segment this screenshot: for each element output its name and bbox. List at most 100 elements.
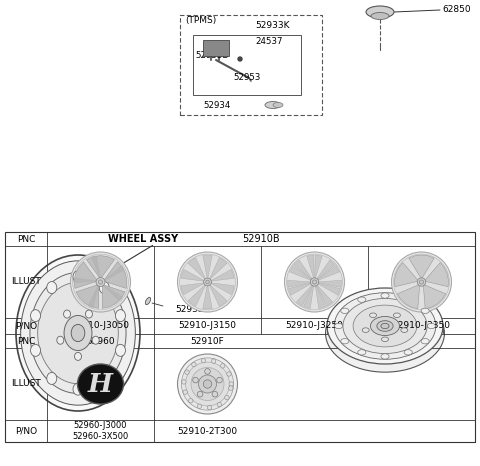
Ellipse shape: [327, 288, 443, 364]
Ellipse shape: [382, 337, 388, 342]
Ellipse shape: [30, 273, 126, 393]
Polygon shape: [211, 269, 234, 281]
Ellipse shape: [362, 328, 369, 332]
Polygon shape: [397, 285, 420, 309]
Circle shape: [417, 278, 426, 286]
Circle shape: [189, 398, 193, 403]
Circle shape: [238, 57, 242, 61]
Polygon shape: [102, 285, 125, 308]
Ellipse shape: [77, 364, 123, 404]
Polygon shape: [209, 258, 227, 279]
Polygon shape: [203, 255, 212, 278]
Text: 52910-J3350: 52910-J3350: [393, 322, 451, 330]
Circle shape: [178, 354, 238, 414]
Circle shape: [204, 278, 211, 286]
Ellipse shape: [343, 298, 427, 354]
Polygon shape: [425, 262, 448, 287]
Ellipse shape: [145, 297, 151, 305]
Text: 62850: 62850: [442, 6, 470, 14]
Ellipse shape: [31, 309, 40, 322]
Polygon shape: [317, 285, 333, 306]
Polygon shape: [203, 286, 212, 309]
Ellipse shape: [371, 13, 389, 20]
Circle shape: [394, 254, 449, 310]
Ellipse shape: [71, 324, 85, 342]
Circle shape: [287, 254, 342, 310]
Ellipse shape: [265, 102, 281, 109]
Ellipse shape: [73, 271, 83, 283]
Text: (TPMS): (TPMS): [185, 16, 216, 26]
Text: 52910-J3050: 52910-J3050: [72, 322, 130, 330]
Ellipse shape: [85, 310, 93, 318]
Ellipse shape: [106, 278, 115, 284]
Circle shape: [201, 358, 205, 363]
Polygon shape: [86, 255, 115, 278]
Text: 24537: 24537: [255, 36, 283, 46]
Ellipse shape: [404, 297, 412, 302]
Circle shape: [185, 370, 189, 374]
Ellipse shape: [73, 383, 83, 395]
Bar: [5, 232, 475, 442]
Circle shape: [199, 375, 216, 393]
Ellipse shape: [99, 372, 109, 384]
Circle shape: [216, 377, 222, 383]
Polygon shape: [89, 286, 98, 307]
Ellipse shape: [334, 293, 436, 359]
Text: 52910-2T300: 52910-2T300: [178, 426, 238, 436]
Ellipse shape: [381, 293, 389, 298]
Ellipse shape: [427, 323, 435, 329]
Polygon shape: [318, 283, 341, 295]
Circle shape: [206, 280, 209, 284]
Bar: [203, 40, 229, 56]
Circle shape: [181, 358, 234, 410]
Polygon shape: [105, 266, 124, 280]
Circle shape: [204, 369, 210, 374]
Text: 52953: 52953: [233, 73, 260, 82]
Ellipse shape: [381, 354, 389, 359]
Text: 52960: 52960: [86, 336, 115, 345]
Circle shape: [211, 359, 216, 363]
Circle shape: [72, 254, 129, 310]
Text: 52910-J3250: 52910-J3250: [286, 322, 343, 330]
Ellipse shape: [16, 255, 140, 411]
Circle shape: [71, 252, 131, 312]
Ellipse shape: [394, 313, 400, 317]
Ellipse shape: [38, 282, 118, 384]
Polygon shape: [303, 286, 313, 308]
Text: 52960-J3000
52960-3X500: 52960-J3000 52960-3X500: [72, 421, 129, 441]
Ellipse shape: [116, 344, 125, 356]
Ellipse shape: [21, 261, 135, 405]
Circle shape: [207, 405, 212, 410]
Ellipse shape: [47, 281, 57, 294]
Ellipse shape: [381, 323, 389, 329]
Text: WHEEL ASSY: WHEEL ASSY: [108, 234, 178, 244]
Circle shape: [183, 390, 187, 394]
Polygon shape: [317, 260, 335, 279]
Polygon shape: [319, 280, 341, 288]
Polygon shape: [188, 258, 205, 279]
Polygon shape: [288, 283, 311, 295]
Polygon shape: [74, 278, 96, 282]
Polygon shape: [423, 285, 446, 309]
Text: ILLUST: ILLUST: [11, 277, 41, 287]
Circle shape: [312, 280, 317, 284]
Circle shape: [186, 362, 229, 406]
Bar: [180, 15, 322, 115]
Circle shape: [227, 372, 231, 376]
Circle shape: [285, 252, 345, 312]
Text: 52933: 52933: [175, 304, 204, 314]
Polygon shape: [289, 266, 311, 280]
Text: P/NO: P/NO: [15, 322, 37, 330]
Text: PNC: PNC: [17, 336, 35, 345]
Circle shape: [310, 278, 319, 286]
Polygon shape: [395, 262, 418, 287]
Circle shape: [182, 380, 186, 384]
Ellipse shape: [92, 336, 99, 344]
Text: 52910F: 52910F: [191, 336, 224, 345]
Ellipse shape: [74, 352, 82, 360]
Polygon shape: [318, 266, 339, 280]
Text: ILLUST: ILLUST: [11, 379, 41, 389]
Text: P/NO: P/NO: [15, 426, 37, 436]
Circle shape: [392, 252, 452, 312]
Ellipse shape: [64, 315, 92, 350]
